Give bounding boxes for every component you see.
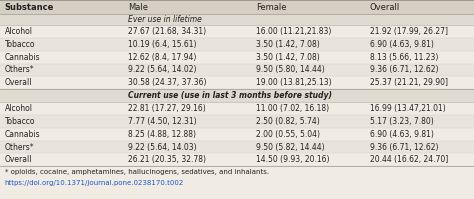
Text: 16.99 (13.47,21.01): 16.99 (13.47,21.01) (370, 104, 446, 113)
Bar (0, 178, 474, 189)
Text: * opioids, cocaine, amphetamines, hallucinogens, sedatives, and inhalants.: * opioids, cocaine, amphetamines, halluc… (5, 169, 269, 175)
Text: Current use (use in last 3 months before study): Current use (use in last 3 months before… (128, 91, 332, 100)
Text: 16.00 (11.21,21.83): 16.00 (11.21,21.83) (256, 27, 331, 36)
Text: Substance: Substance (5, 3, 54, 12)
Text: 7.77 (4.50, 12.31): 7.77 (4.50, 12.31) (128, 117, 197, 126)
Bar (0, 0, 474, 14)
Text: Tobacco: Tobacco (5, 40, 35, 49)
Text: Male: Male (128, 3, 148, 12)
Text: 8.25 (4.88, 12.88): 8.25 (4.88, 12.88) (128, 130, 196, 139)
Text: 9.22 (5.64, 14.02): 9.22 (5.64, 14.02) (128, 65, 197, 74)
Text: 9.50 (5.80, 14.44): 9.50 (5.80, 14.44) (256, 65, 325, 74)
Text: Female: Female (256, 3, 286, 12)
Text: 14.50 (9.93, 20.16): 14.50 (9.93, 20.16) (256, 155, 329, 164)
Text: Overall: Overall (5, 155, 32, 164)
Bar (0, 14, 474, 25)
Text: Alcohol: Alcohol (5, 104, 33, 113)
Text: Others*: Others* (5, 142, 35, 151)
Text: 6.90 (4.63, 9.81): 6.90 (4.63, 9.81) (370, 40, 434, 49)
Text: Overall: Overall (370, 3, 400, 12)
Text: 25.37 (21.21, 29.90]: 25.37 (21.21, 29.90] (370, 78, 448, 87)
Text: 2.00 (0.55, 5.04): 2.00 (0.55, 5.04) (256, 130, 320, 139)
Text: 11.00 (7.02, 16.18): 11.00 (7.02, 16.18) (256, 104, 329, 113)
Text: Cannabis: Cannabis (5, 53, 40, 62)
Text: 3.50 (1.42, 7.08): 3.50 (1.42, 7.08) (256, 53, 319, 62)
Bar (0, 166, 474, 178)
Bar (0, 102, 474, 115)
Bar (0, 38, 474, 51)
Text: 20.44 (16.62, 24.70]: 20.44 (16.62, 24.70] (370, 155, 448, 164)
Bar (0, 63, 474, 76)
Text: Others*: Others* (5, 65, 35, 74)
Bar (0, 51, 474, 63)
Bar (0, 25, 474, 38)
Text: 30.58 (24.37, 37.36): 30.58 (24.37, 37.36) (128, 78, 207, 87)
Text: 22.81 (17.27, 29.16): 22.81 (17.27, 29.16) (128, 104, 206, 113)
Text: 10.19 (6.4, 15.61): 10.19 (6.4, 15.61) (128, 40, 197, 49)
Text: 2.50 (0.82, 5.74): 2.50 (0.82, 5.74) (256, 117, 319, 126)
Bar (0, 76, 474, 89)
Text: 27.67 (21.68, 34.31): 27.67 (21.68, 34.31) (128, 27, 206, 36)
Text: 9.22 (5.64, 14.03): 9.22 (5.64, 14.03) (128, 142, 197, 151)
Bar (0, 89, 474, 102)
Text: 6.90 (4.63, 9.81): 6.90 (4.63, 9.81) (370, 130, 434, 139)
Bar (0, 153, 474, 166)
Bar (0, 115, 474, 128)
Text: 5.17 (3.23, 7.80): 5.17 (3.23, 7.80) (370, 117, 433, 126)
Text: https://doi.org/10.1371/journal.pone.0238170.t002: https://doi.org/10.1371/journal.pone.023… (5, 180, 184, 186)
Text: 9.36 (6.71, 12.62): 9.36 (6.71, 12.62) (370, 142, 438, 151)
Text: 9.50 (5.82, 14.44): 9.50 (5.82, 14.44) (256, 142, 325, 151)
Bar (0, 140, 474, 153)
Text: 19.00 (13.81,25.13): 19.00 (13.81,25.13) (256, 78, 332, 87)
Text: Ever use in lifetime: Ever use in lifetime (128, 15, 202, 24)
Text: Cannabis: Cannabis (5, 130, 40, 139)
Text: 8.13 (5.66, 11.23): 8.13 (5.66, 11.23) (370, 53, 438, 62)
Text: 21.92 (17.99, 26.27]: 21.92 (17.99, 26.27] (370, 27, 448, 36)
Text: Alcohol: Alcohol (5, 27, 33, 36)
Bar (0, 128, 474, 140)
Text: Tobacco: Tobacco (5, 117, 35, 126)
Text: Overall: Overall (5, 78, 32, 87)
Text: 9.36 (6.71, 12.62): 9.36 (6.71, 12.62) (370, 65, 438, 74)
Text: 12.62 (8.4, 17.94): 12.62 (8.4, 17.94) (128, 53, 196, 62)
Text: 3.50 (1.42, 7.08): 3.50 (1.42, 7.08) (256, 40, 319, 49)
Text: 26.21 (20.35, 32.78): 26.21 (20.35, 32.78) (128, 155, 206, 164)
